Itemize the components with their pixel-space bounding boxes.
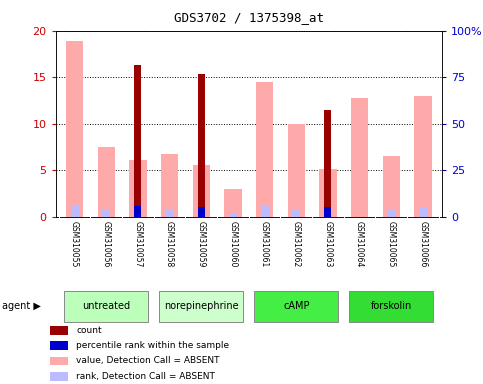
- Bar: [414, 96, 432, 217]
- Bar: [102, 210, 110, 217]
- Text: GSM310065: GSM310065: [387, 220, 396, 267]
- Text: GSM310057: GSM310057: [133, 220, 142, 267]
- Bar: [198, 207, 205, 217]
- Bar: [50, 357, 68, 365]
- Bar: [319, 169, 337, 217]
- Bar: [98, 147, 115, 217]
- Bar: [254, 291, 338, 322]
- Bar: [387, 210, 395, 217]
- Bar: [161, 154, 178, 217]
- Bar: [166, 209, 173, 217]
- Text: GSM310064: GSM310064: [355, 220, 364, 267]
- Text: percentile rank within the sample: percentile rank within the sample: [76, 341, 229, 350]
- Bar: [349, 291, 433, 322]
- Text: GSM310055: GSM310055: [70, 220, 79, 267]
- Bar: [256, 82, 273, 217]
- Text: GDS3702 / 1375398_at: GDS3702 / 1375398_at: [174, 12, 324, 25]
- Text: GSM310063: GSM310063: [324, 220, 332, 267]
- Text: norepinephrine: norepinephrine: [164, 301, 239, 311]
- Bar: [351, 98, 369, 217]
- Text: GSM310061: GSM310061: [260, 220, 269, 267]
- Bar: [261, 206, 269, 217]
- Bar: [383, 156, 400, 217]
- Bar: [419, 207, 427, 217]
- Bar: [129, 160, 147, 217]
- Bar: [50, 341, 68, 350]
- Bar: [66, 41, 83, 217]
- Bar: [159, 291, 243, 322]
- Bar: [71, 205, 79, 217]
- Text: cAMP: cAMP: [283, 301, 310, 311]
- Text: rank, Detection Call = ABSENT: rank, Detection Call = ABSENT: [76, 372, 215, 381]
- Text: GSM310058: GSM310058: [165, 220, 174, 267]
- Text: untreated: untreated: [82, 301, 130, 311]
- Bar: [64, 291, 148, 322]
- Text: GSM310066: GSM310066: [418, 220, 427, 267]
- Bar: [229, 214, 237, 217]
- Text: GSM310056: GSM310056: [102, 220, 111, 267]
- Bar: [193, 165, 210, 217]
- Text: value, Detection Call = ABSENT: value, Detection Call = ABSENT: [76, 356, 220, 366]
- Text: agent ▶: agent ▶: [2, 301, 41, 311]
- Bar: [287, 124, 305, 217]
- Text: count: count: [76, 326, 102, 335]
- Bar: [325, 110, 331, 217]
- Bar: [292, 209, 300, 217]
- Text: GSM310060: GSM310060: [228, 220, 238, 267]
- Text: forskolin: forskolin: [370, 301, 412, 311]
- Text: GSM310062: GSM310062: [292, 220, 301, 267]
- Bar: [134, 65, 142, 217]
- Bar: [224, 189, 242, 217]
- Text: GSM310059: GSM310059: [197, 220, 206, 267]
- Bar: [198, 74, 205, 217]
- Bar: [134, 205, 142, 217]
- Bar: [50, 372, 68, 381]
- Bar: [50, 326, 68, 334]
- Bar: [325, 207, 331, 217]
